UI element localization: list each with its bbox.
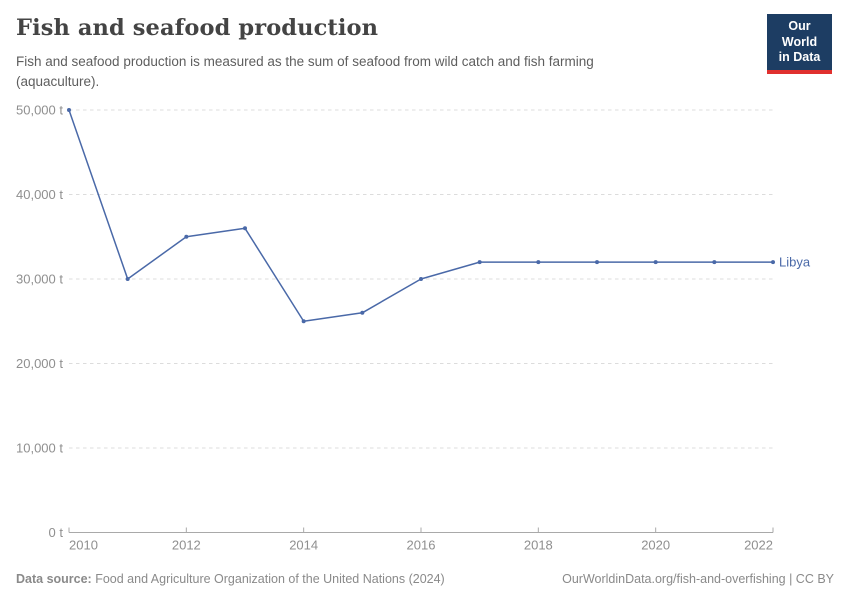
owid-logo-line2: in Data (778, 50, 821, 65)
chart-footer: Data source: Food and Agriculture Organi… (16, 572, 834, 586)
data-source-label: Data source: (16, 572, 92, 586)
data-source-text: Food and Agriculture Organization of the… (91, 572, 445, 586)
data-point[interactable] (67, 108, 71, 112)
data-point[interactable] (184, 234, 189, 239)
footer-link[interactable]: OurWorldinData.org/fish-and-overfishing … (562, 572, 834, 586)
data-point[interactable] (419, 277, 423, 281)
x-tick-label: 2022 (744, 538, 773, 553)
owid-logo: Our World in Data (767, 14, 832, 74)
x-tick-label: 2012 (172, 538, 201, 553)
y-tick-label: 20,000 t (16, 356, 63, 371)
data-point[interactable] (243, 226, 247, 231)
data-source: Data source: Food and Agriculture Organi… (16, 572, 445, 586)
series-line[interactable] (68, 109, 773, 322)
data-point[interactable] (536, 260, 541, 265)
x-tick-label: 2020 (641, 538, 670, 553)
data-point[interactable] (712, 260, 717, 265)
data-point[interactable] (360, 310, 365, 315)
data-point[interactable] (477, 260, 482, 265)
data-point[interactable] (301, 319, 306, 324)
x-tick-label: 2010 (69, 538, 98, 553)
chart-subtitle: Fish and seafood production is measured … (16, 54, 594, 89)
x-tick-label: 2016 (407, 538, 436, 553)
data-point[interactable] (125, 277, 130, 281)
series-label: Libya (779, 255, 811, 270)
y-tick-label: 50,000 t (16, 103, 63, 118)
y-tick-label: 0 t (49, 525, 64, 540)
owid-logo-line1: Our World (781, 19, 818, 49)
data-point[interactable] (653, 260, 658, 265)
chart-title: Fish and seafood production (16, 15, 379, 41)
data-point[interactable] (771, 260, 775, 265)
y-tick-label: 10,000 t (16, 441, 63, 456)
x-tick-label: 2014 (289, 538, 318, 553)
y-tick-label: 40,000 t (16, 187, 63, 202)
y-tick-label: 30,000 t (16, 272, 63, 287)
x-tick-label: 2018 (524, 538, 553, 553)
data-point[interactable] (595, 260, 599, 265)
